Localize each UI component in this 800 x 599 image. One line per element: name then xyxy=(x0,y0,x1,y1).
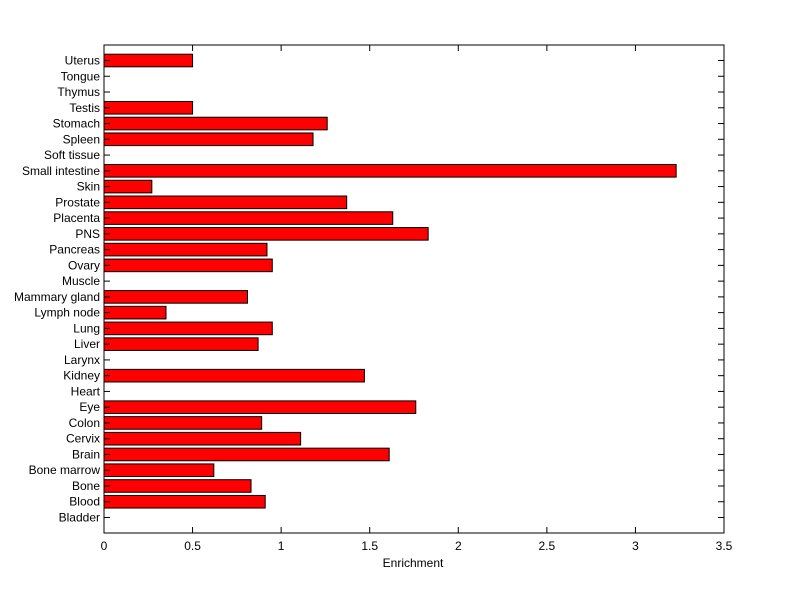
y-tick-label: Testis xyxy=(69,101,100,115)
bar-pns xyxy=(103,227,429,241)
y-tick-label: Blood xyxy=(69,495,100,509)
bar-cervix xyxy=(103,431,302,446)
y-tick-label: Uterus xyxy=(65,54,100,68)
bar-spleen xyxy=(103,132,314,147)
x-tick-label: 2.5 xyxy=(539,539,556,553)
bar-lung xyxy=(103,321,273,336)
y-tick-label: Ovary xyxy=(68,258,100,272)
y-tick-label: PNS xyxy=(75,227,100,241)
y-tick-label: Larynx xyxy=(64,353,100,367)
y-tick-label: Liver xyxy=(74,337,100,351)
y-tick-label: Bone xyxy=(72,479,100,493)
bar-prostate xyxy=(103,195,348,210)
y-tick-label: Thymus xyxy=(57,85,100,99)
bar-placenta xyxy=(103,211,394,225)
y-tick-label: Soft tissue xyxy=(44,148,100,162)
x-tick-label: 3 xyxy=(632,539,639,553)
bar-blood xyxy=(103,494,266,509)
bar-pancreas xyxy=(103,242,268,257)
bar-kidney xyxy=(103,368,365,383)
x-tick-label: 1.5 xyxy=(361,539,378,553)
bar-testis xyxy=(103,100,194,115)
bar-bone-marrow xyxy=(103,463,215,478)
y-tick-label: Lung xyxy=(73,321,100,335)
ticks-layer xyxy=(103,45,725,533)
bar-liver xyxy=(103,337,259,351)
y-tick-label: Skin xyxy=(77,180,100,194)
y-tick-label: Small intestine xyxy=(22,164,100,178)
x-tick-label: 1 xyxy=(278,539,285,553)
bar-ovary xyxy=(103,258,273,273)
x-tick-label: 3.5 xyxy=(716,539,733,553)
bar-lymph-node xyxy=(103,305,167,320)
bar-colon xyxy=(103,416,263,430)
plot-area-frame xyxy=(103,44,725,534)
y-tick-label: Cervix xyxy=(66,432,100,446)
y-tick-label: Mammary gland xyxy=(14,290,100,304)
y-tick-label: Muscle xyxy=(62,274,100,288)
bar-small-intestine xyxy=(103,164,677,178)
y-tick-label: Prostate xyxy=(55,195,100,209)
x-axis-label: Enrichment xyxy=(383,556,444,570)
y-tick-label: Bladder xyxy=(59,511,100,525)
y-tick-label: Bone marrow xyxy=(29,463,101,477)
y-tick-label: Kidney xyxy=(63,369,100,383)
x-tick-label: 0.5 xyxy=(184,539,201,553)
y-tick-label: Brain xyxy=(72,447,100,461)
bar-skin xyxy=(103,179,153,194)
y-tick-label: Heart xyxy=(71,384,101,398)
bar-mammary-gland xyxy=(103,290,248,304)
bar-stomach xyxy=(103,116,328,131)
bar-bone xyxy=(103,479,252,493)
y-tick-label: Placenta xyxy=(53,211,100,225)
y-tick-label: Lymph node xyxy=(34,306,100,320)
y-tick-label: Spleen xyxy=(63,132,100,146)
bars-layer xyxy=(103,53,677,509)
bar-brain xyxy=(103,447,390,462)
y-tick-label: Stomach xyxy=(53,117,100,131)
y-tick-label: Tongue xyxy=(61,69,101,83)
bar-eye xyxy=(103,400,417,415)
y-tick-label: Eye xyxy=(79,400,100,414)
bar-uterus xyxy=(103,53,194,68)
y-tick-label: Pancreas xyxy=(49,243,100,257)
x-tick-label: 0 xyxy=(101,539,108,553)
y-tick-label: Colon xyxy=(69,416,100,430)
x-tick-label: 2 xyxy=(455,539,462,553)
